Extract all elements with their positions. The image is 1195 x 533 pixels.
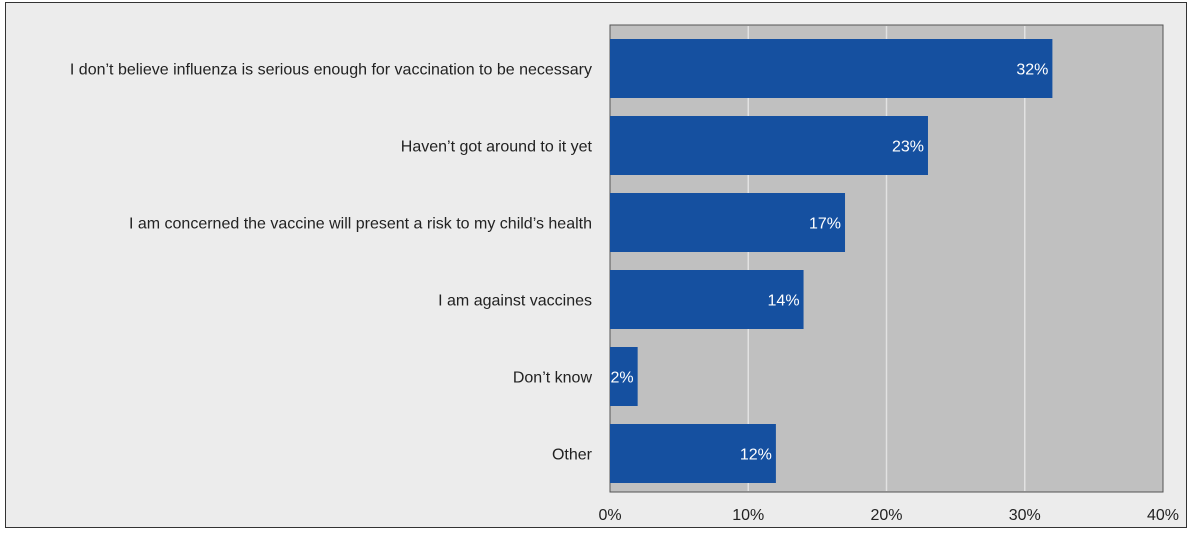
bar [610, 39, 1053, 98]
category-label: Other [552, 447, 593, 464]
x-tick-label: 20% [870, 507, 902, 524]
bar-value-label: 2% [611, 370, 634, 387]
bar [610, 424, 776, 483]
category-labels: I don’t believe influenza is serious eno… [70, 62, 593, 464]
bar-value-label: 32% [1016, 62, 1048, 79]
x-tick-label: 10% [732, 507, 764, 524]
bar [610, 116, 928, 175]
x-axis-ticks: 0% 10% 20% 30% 40% [598, 507, 1179, 524]
bar-value-label: 17% [809, 216, 841, 233]
category-label: I am concerned the vaccine will present … [129, 216, 592, 233]
category-label: Don’t know [513, 370, 593, 387]
category-label: I don’t believe influenza is serious eno… [70, 62, 592, 79]
bar [610, 270, 804, 329]
bar-value-label: 12% [740, 447, 772, 464]
bar-value-label: 14% [768, 293, 800, 310]
bar-value-label: 23% [892, 139, 924, 156]
gridlines [747, 26, 1026, 491]
bar [610, 347, 638, 406]
x-tick-label: 0% [598, 507, 621, 524]
category-label: I am against vaccines [438, 293, 592, 310]
bars: 32% 23% 17% 14% 2% 12% [610, 39, 1053, 483]
x-tick-label: 30% [1009, 507, 1041, 524]
x-tick-label: 40% [1147, 507, 1179, 524]
category-label: Haven’t got around to it yet [401, 139, 593, 156]
bar [610, 193, 846, 252]
